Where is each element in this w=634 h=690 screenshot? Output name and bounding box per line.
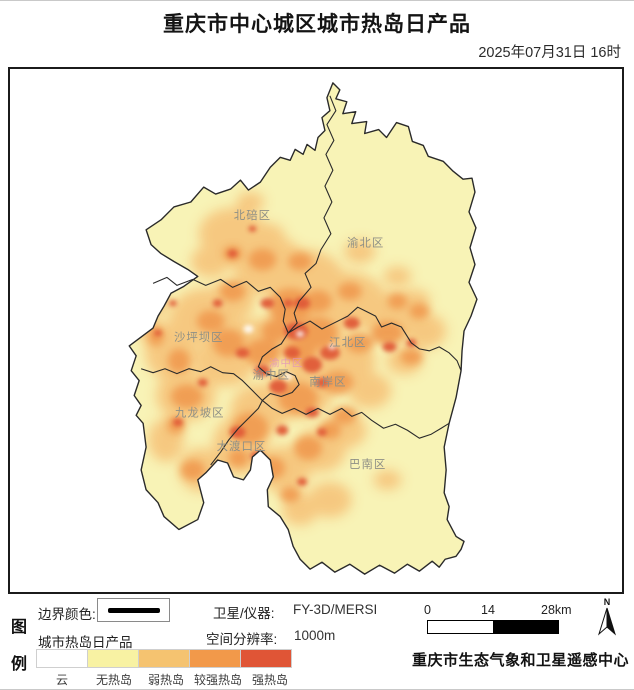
swatch-strong [240, 649, 292, 668]
swatch-weak [138, 649, 190, 668]
scalebar-tick-14: 14 [481, 603, 495, 617]
boundary-color-swatch [97, 598, 170, 622]
label-jiangbei: 江北区 [329, 336, 366, 349]
swatch-none [87, 649, 139, 668]
heat-island-raster [139, 192, 447, 526]
satellite-value: FY-3D/MERSI [293, 602, 378, 617]
label-yubei: 渝北区 [347, 236, 384, 250]
scalebar [427, 620, 559, 634]
label-beibei: 北碚区 [234, 208, 271, 222]
heat-island-map: 北碚区 渝北区 沙坪坝区 江北区 渝中区 渝中区 南岸区 九龙坡区 大渡口区 巴… [128, 82, 478, 575]
legend-word-top: 图 [10, 619, 27, 636]
resolution-label: 空间分辨率: [206, 632, 278, 647]
north-arrow: N [598, 597, 616, 636]
class-label-strong: 强热岛 [251, 673, 288, 687]
map-frame: 北碚区 渝北区 沙坪坝区 江北区 渝中区 渝中区 南岸区 九龙坡区 大渡口区 巴… [8, 67, 624, 594]
label-dadukou: 大渡口区 [217, 439, 267, 453]
label-yuzhong-highlight: 渝中区 [269, 357, 303, 370]
heat-class-colorbar [36, 649, 292, 668]
legend-word-bottom: 例 [10, 656, 27, 673]
label-jiulongpo: 九龙坡区 [175, 406, 225, 419]
label-yuzhong: 渝中区 [253, 368, 290, 382]
district-boundaries [140, 95, 462, 466]
swatch-stronger [189, 649, 241, 668]
scalebar-tick-0: 0 [424, 603, 431, 617]
district-labels: 北碚区 渝北区 沙坪坝区 江北区 渝中区 渝中区 南岸区 九龙坡区 大渡口区 巴… [174, 208, 386, 471]
class-label-stronger: 较强热岛 [193, 673, 242, 687]
label-banan: 巴南区 [349, 457, 386, 471]
product-datetime: 2025年07月31日 16时 [478, 45, 621, 61]
page-title: 重庆市中心城区城市热岛日产品 [163, 13, 471, 36]
satellite-label: 卫星/仪器: [213, 606, 275, 621]
credit-text: 重庆市生态气象和卫星遥感中心 [412, 652, 630, 669]
scalebar-tick-28km: 28km [541, 603, 572, 617]
cloud-patches [243, 325, 335, 380]
resolution-value: 1000m [294, 628, 336, 643]
boundary-color-label: 边界颜色: [38, 607, 96, 622]
scalebar-white-segment [428, 621, 493, 633]
class-label-cloud: 云 [55, 673, 68, 687]
product-label: 城市热岛日产品 [38, 635, 133, 650]
boundary-line-sample [107, 607, 160, 613]
region-outline-stroke [128, 82, 478, 575]
heat-class-labels: 云 无热岛 弱热岛 较强热岛 强热岛 [36, 671, 296, 688]
north-label: N [604, 597, 611, 607]
label-shapingba: 沙坪坝区 [174, 330, 224, 344]
class-label-none: 无热岛 [95, 673, 132, 687]
label-nanan: 南岸区 [309, 375, 346, 389]
swatch-cloud [36, 649, 88, 668]
class-label-weak: 弱热岛 [147, 673, 184, 687]
scalebar-black-segment [493, 621, 558, 633]
